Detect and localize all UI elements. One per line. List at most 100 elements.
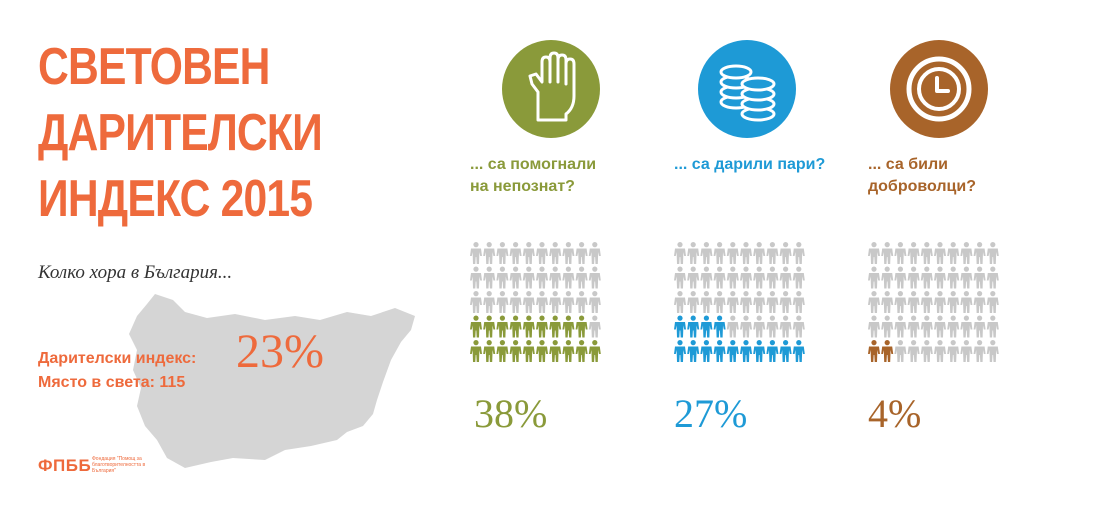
person-icon — [986, 242, 999, 264]
person-icon — [753, 266, 766, 289]
person-icon — [973, 291, 986, 313]
person-icon — [792, 242, 805, 264]
person-icon — [687, 340, 700, 362]
person-icon — [562, 291, 575, 313]
person-icon — [674, 266, 686, 289]
person-icon — [907, 315, 920, 338]
person-icon — [496, 340, 509, 362]
person-icon — [740, 315, 752, 338]
bulgaria-map — [129, 294, 415, 468]
person-icon — [687, 291, 700, 313]
logo: ФПББ — [38, 456, 92, 475]
person-icon — [868, 315, 880, 338]
person-icon — [470, 315, 482, 338]
giving-index-label: Дарителски индекс: — [38, 350, 197, 367]
person-icon — [509, 340, 522, 362]
person-icon — [881, 242, 894, 264]
person-icon — [947, 291, 960, 313]
person-icon — [726, 242, 739, 264]
world-rank: Място в света: 115 — [38, 374, 186, 391]
person-icon — [973, 315, 986, 338]
person-icon — [868, 242, 880, 264]
person-icon — [779, 291, 792, 313]
person-icon — [588, 315, 601, 338]
person-icon — [496, 242, 509, 264]
person-icon — [753, 340, 766, 362]
coins-icon — [698, 40, 796, 138]
person-icon — [792, 315, 805, 338]
percent-helped-stranger: 38% — [474, 391, 548, 436]
person-icon — [973, 242, 986, 264]
person-icon — [522, 340, 535, 362]
person-icon — [960, 340, 973, 362]
person-icon — [726, 266, 739, 289]
person-icon — [483, 242, 496, 264]
infographic-title: СВЕТОВЕН ДАРИТЕЛСКИ ИНДЕКС 2015 — [38, 34, 323, 232]
person-icon — [496, 266, 509, 289]
person-icon — [522, 315, 535, 338]
person-icon — [986, 340, 999, 362]
person-icon — [674, 291, 686, 313]
person-icon — [549, 315, 562, 338]
person-icon — [881, 315, 894, 338]
person-icon — [986, 315, 999, 338]
person-icon — [986, 266, 999, 289]
person-icon — [934, 266, 946, 289]
person-icon — [687, 266, 700, 289]
person-icon — [920, 315, 933, 338]
person-icon — [496, 315, 509, 338]
person-icon — [713, 242, 726, 264]
person-icon — [700, 291, 713, 313]
person-icon — [536, 291, 548, 313]
title-line-3: ИНДЕКС 2015 — [38, 170, 313, 228]
person-icon — [894, 266, 907, 289]
person-icon — [470, 340, 482, 362]
person-icon — [868, 266, 880, 289]
person-icon — [483, 315, 496, 338]
person-icon — [907, 242, 920, 264]
person-icon — [588, 242, 601, 264]
person-icon — [536, 242, 548, 264]
person-icon — [509, 315, 522, 338]
person-icon — [986, 291, 999, 313]
person-icon — [549, 242, 562, 264]
person-icon — [700, 340, 713, 362]
giving-index-value: 23% — [236, 325, 324, 378]
person-icon — [588, 291, 601, 313]
clock-icon — [890, 40, 988, 138]
question-volunteered: ... са били доброволци? — [868, 156, 976, 195]
person-icon — [713, 291, 726, 313]
question-helped-stranger: ... са помогнали на непознат? — [470, 156, 597, 195]
person-icon — [575, 242, 588, 264]
person-icon — [740, 266, 752, 289]
person-icon — [960, 315, 973, 338]
person-icon — [496, 291, 509, 313]
person-icon — [740, 242, 752, 264]
person-icon — [562, 340, 575, 362]
person-icon — [907, 340, 920, 362]
person-icon — [470, 291, 482, 313]
person-icon — [766, 315, 779, 338]
person-icon — [753, 291, 766, 313]
person-icon — [536, 266, 548, 289]
person-icon — [960, 266, 973, 289]
person-icon — [575, 315, 588, 338]
people-grid-volunteered — [868, 242, 999, 362]
person-icon — [740, 291, 752, 313]
person-icon — [483, 340, 496, 362]
person-icon — [947, 340, 960, 362]
person-icon — [483, 291, 496, 313]
person-icon — [575, 291, 588, 313]
person-icon — [700, 315, 713, 338]
person-icon — [881, 266, 894, 289]
person-icon — [753, 242, 766, 264]
person-icon — [920, 340, 933, 362]
person-icon — [947, 315, 960, 338]
person-icon — [934, 242, 946, 264]
person-icon — [509, 266, 522, 289]
person-icon — [522, 242, 535, 264]
person-icon — [868, 291, 880, 313]
person-icon — [687, 315, 700, 338]
person-icon — [947, 242, 960, 264]
person-icon — [934, 315, 946, 338]
